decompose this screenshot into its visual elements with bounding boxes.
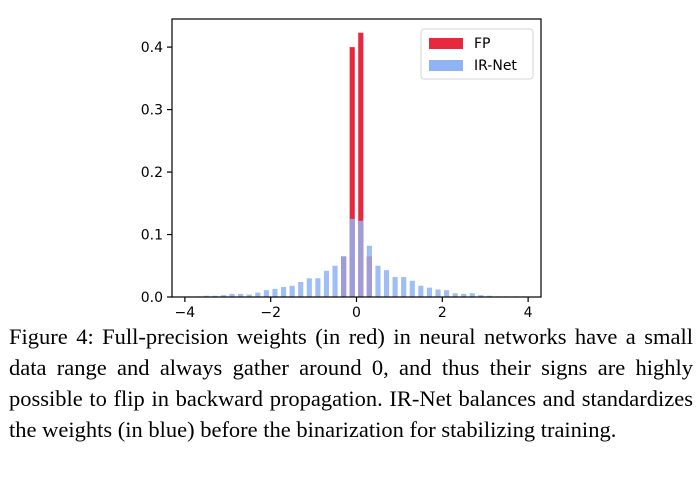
histogram-figure: 0.0 0.1 0.2 0.3 0.4 −4 −2 0 2 4 FP IR-Net — [141, 18, 542, 320]
ir-net-bar — [392, 277, 398, 297]
ir-net-bar — [289, 285, 295, 297]
ir-net-bar — [229, 293, 235, 297]
weight-histogram-chart: 0.0 0.1 0.2 0.3 0.4 −4 −2 0 2 4 FP IR-Net — [141, 18, 542, 320]
legend-swatch-fp — [429, 38, 463, 49]
ir-net-bar — [486, 295, 493, 297]
ir-net-bar — [435, 289, 441, 297]
ir-net-bar — [263, 290, 269, 297]
figure-caption: Figure 4: Full-precision weights (in red… — [9, 324, 693, 442]
legend-label-ir-net: IR-Net — [474, 58, 517, 74]
legend-swatch-ir-net — [429, 60, 463, 71]
ir-net-bar — [255, 292, 261, 297]
ir-net-bar — [323, 270, 330, 297]
y-tick-label: 0.2 — [141, 165, 163, 181]
ir-net-bar — [272, 288, 278, 297]
ir-net-bar — [461, 293, 467, 297]
ir-net-bar — [203, 295, 209, 297]
ir-net-bar — [401, 277, 407, 297]
x-tick-label: −2 — [260, 305, 281, 320]
ir-net-bar — [426, 287, 433, 297]
y-tick-label: 0.1 — [141, 228, 163, 244]
ir-net-bar — [444, 290, 450, 297]
ir-net-bar — [358, 220, 364, 297]
y-tick-label: 0.4 — [141, 40, 163, 56]
x-tick-label: −4 — [175, 305, 196, 320]
fp-bar — [349, 47, 355, 297]
ir-net-bar — [212, 295, 218, 297]
ir-net-bar — [220, 295, 227, 297]
ir-net-bar — [246, 294, 252, 297]
ir-net-bar — [366, 245, 372, 297]
ir-net-bar — [469, 293, 475, 297]
ir-net-bar — [298, 282, 304, 297]
ir-net-bar — [280, 287, 287, 297]
ir-net-bar — [349, 218, 355, 297]
ir-net-bar — [418, 285, 424, 297]
y-tick-label: 0.3 — [141, 103, 163, 119]
ir-net-bar — [478, 295, 484, 297]
x-tick-label: 4 — [524, 305, 533, 320]
x-tick-label: 2 — [438, 305, 447, 320]
legend-label-fp: FP — [474, 36, 491, 52]
ir-net-bar — [306, 278, 312, 297]
ir-net-bar — [452, 293, 458, 297]
ir-net-bar — [375, 265, 381, 297]
x-tick-label: 0 — [352, 305, 361, 320]
y-tick-label: 0.0 — [141, 290, 163, 306]
ir-net-bar — [238, 293, 244, 297]
ir-net-bar — [383, 270, 390, 297]
ir-net-bar — [315, 278, 321, 297]
ir-net-bar — [332, 265, 338, 297]
ir-net-bar — [409, 280, 415, 297]
ir-net-bar — [341, 256, 347, 297]
fp-bar — [358, 32, 364, 297]
